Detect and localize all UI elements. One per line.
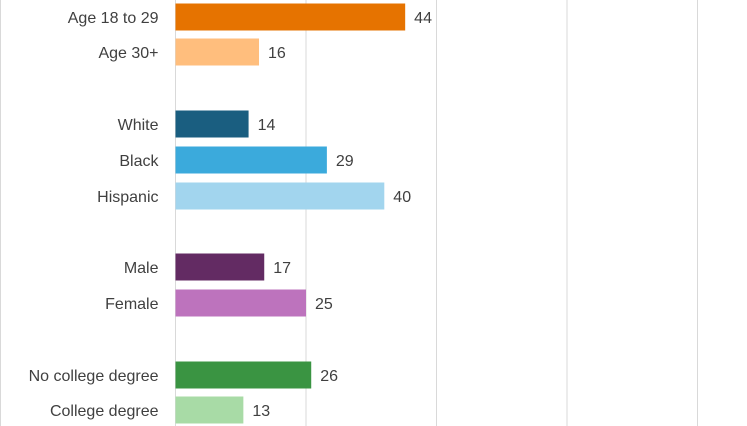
value-label-hispanic: 40: [393, 189, 411, 206]
category-label-female: Female: [105, 296, 158, 313]
category-label-age-30: Age 30+: [98, 45, 158, 62]
category-label-male: Male: [124, 260, 159, 277]
category-label-college-degree: College degree: [50, 403, 159, 420]
bar-white: [175, 110, 249, 138]
bar-female: [175, 289, 306, 317]
bar-black: [175, 146, 327, 174]
bar-age-30: [175, 38, 260, 66]
value-labels: 44 16 14 29 40 17 25 26 13: [252, 10, 432, 420]
gridlines: [0, 0, 698, 426]
value-label-age-18-to-29: 44: [414, 10, 432, 27]
value-label-college-degree: 13: [252, 403, 270, 420]
value-label-female: 25: [315, 296, 333, 313]
category-labels: Age 18 to 29 Age 30+ White Black Hispanic Mal…: [29, 10, 160, 420]
bars: [175, 3, 406, 424]
value-label-no-college-degree: 26: [320, 368, 338, 385]
category-label-hispanic: Hispanic: [97, 189, 158, 206]
value-label-male: 17: [273, 260, 291, 277]
category-label-black: Black: [119, 153, 159, 170]
bar-college-degree: [175, 396, 244, 424]
value-label-black: 29: [336, 153, 354, 170]
category-label-age-18-to-29: Age 18 to 29: [68, 10, 159, 27]
category-label-white: White: [118, 117, 159, 134]
category-label-no-college-degree: No college degree: [29, 368, 159, 385]
bar-hispanic: [175, 182, 385, 210]
value-label-white: 14: [258, 117, 276, 134]
value-label-age-30: 16: [268, 45, 286, 62]
bar-male: [175, 253, 265, 281]
bar-age-18-to-29: [175, 3, 406, 31]
bar-no-college-degree: [175, 361, 312, 389]
